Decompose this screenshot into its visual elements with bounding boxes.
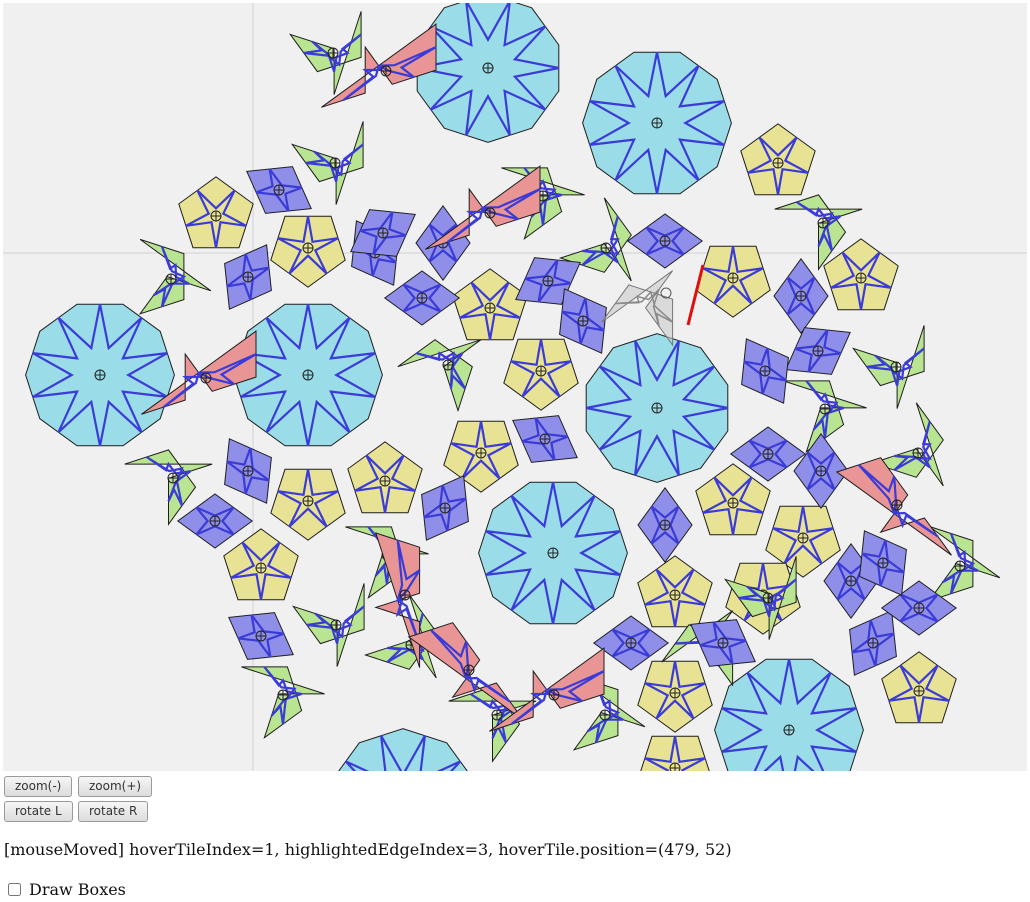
- rhombus-strapwork: [226, 447, 270, 495]
- draw-boxes-checkbox[interactable]: [8, 883, 21, 896]
- rhombus-strapwork: [226, 253, 270, 301]
- rhombus-strapwork: [359, 211, 407, 255]
- hover-tile-overlay: [601, 270, 674, 347]
- pentagon-strapwork: [644, 661, 706, 720]
- pentagon-strapwork: [277, 216, 339, 275]
- pentagon-strapwork: [230, 541, 292, 600]
- rhombus-strapwork: [650, 505, 680, 545]
- pentagon-strapwork: [702, 246, 764, 305]
- hexagon-strapwork: [306, 605, 365, 644]
- hexagon-strapwork: [581, 216, 620, 267]
- hexagon-strapwork: [805, 380, 844, 439]
- decagon-strapwork: [32, 303, 168, 447]
- rhombus-strapwork: [423, 484, 467, 532]
- rhombus-strapwork: [748, 439, 788, 469]
- rhombus-strapwork: [237, 614, 285, 658]
- rhombus-strapwork: [743, 347, 787, 395]
- decagon-strapwork: [585, 340, 729, 476]
- bowtie-strapwork: [394, 539, 421, 645]
- hexagon-strapwork: [263, 666, 302, 725]
- hexagon-strapwork: [145, 456, 192, 507]
- rotate-left-button[interactable]: rotate L: [4, 801, 73, 822]
- bowtie-tile: [425, 165, 541, 250]
- bowtie-strapwork: [510, 670, 605, 726]
- hexagon-strapwork: [893, 421, 932, 472]
- hexagon-strapwork: [523, 167, 562, 226]
- draw-boxes-option[interactable]: Draw Boxes: [8, 880, 126, 899]
- pentagon-strapwork: [830, 251, 892, 310]
- bowtie-strapwork: [429, 629, 511, 703]
- rhombus-strapwork: [561, 297, 605, 345]
- hexagon-strapwork: [586, 682, 624, 744]
- hexagon-strapwork: [738, 578, 797, 617]
- hexagon-tile: [774, 194, 863, 271]
- rhombus-strapwork: [611, 628, 651, 658]
- rhombus-strapwork: [806, 451, 836, 491]
- hexagon-strapwork: [303, 33, 362, 72]
- hover-center-marker: [660, 287, 672, 299]
- hexagon-tile: [124, 449, 213, 526]
- hexagon-strapwork: [866, 347, 925, 386]
- hexagon-strapwork: [795, 201, 842, 252]
- rhombus-strapwork: [524, 259, 572, 303]
- tiles-layer: [25, 3, 1001, 771]
- zoom-in-button[interactable]: zoom(+): [78, 776, 153, 797]
- decagon-tile: [338, 728, 468, 771]
- decagon-strapwork: [589, 51, 725, 195]
- hexagon-tile: [397, 339, 482, 413]
- rhombus-strapwork: [786, 276, 816, 316]
- status-line: [mouseMoved] hoverTileIndex=1, highlight…: [4, 840, 732, 859]
- hover-tile[interactable]: [601, 264, 705, 347]
- bowtie-strapwork: [162, 353, 257, 409]
- rhombus-strapwork: [699, 621, 747, 665]
- rhombus-strapwork: [851, 619, 895, 667]
- pentagon-strapwork: [747, 136, 809, 195]
- hexagon-tile: [572, 674, 646, 751]
- highlighted-edge: [686, 264, 705, 326]
- pentagon-strapwork: [772, 506, 834, 565]
- hover-tile-strapwork: [615, 288, 674, 327]
- hexagon-strapwork: [305, 143, 364, 182]
- decagon-tile: [714, 658, 864, 771]
- pentagon-strapwork: [644, 736, 706, 771]
- bowtie-tile: [489, 647, 605, 732]
- hexagon-strapwork: [416, 351, 467, 390]
- decagon-strapwork: [344, 735, 462, 771]
- pentagon-strapwork: [450, 421, 512, 480]
- rhombus-strapwork: [402, 283, 442, 313]
- tiling-canvas[interactable]: [3, 3, 1027, 771]
- pentagon-strapwork: [644, 568, 706, 627]
- bowtie-strapwork: [857, 464, 939, 538]
- rhombus-strapwork: [195, 506, 235, 536]
- pentagon-strapwork: [185, 189, 247, 248]
- pentagon-strapwork: [702, 476, 764, 535]
- girih-tiling[interactable]: [3, 3, 1027, 771]
- pentagon-strapwork: [459, 281, 521, 340]
- decagon-strapwork: [485, 481, 621, 625]
- rhombus-strapwork: [861, 539, 905, 587]
- rotate-right-button[interactable]: rotate R: [78, 801, 149, 822]
- bowtie-tile: [141, 330, 257, 415]
- draw-boxes-label: Draw Boxes: [29, 880, 126, 899]
- bowtie-strapwork: [446, 188, 541, 244]
- hexagon-tile: [138, 238, 212, 315]
- hexagon-strapwork: [152, 246, 190, 308]
- decagon-strapwork: [721, 658, 857, 771]
- hexagon-strapwork: [941, 533, 979, 595]
- pentagon-strapwork: [510, 339, 572, 398]
- pentagon-strapwork: [888, 664, 950, 723]
- rhombus-strapwork: [428, 223, 458, 263]
- rhombus-strapwork: [521, 417, 569, 461]
- zoom-out-button[interactable]: zoom(-): [4, 776, 73, 797]
- hexagon-tile: [558, 197, 632, 282]
- rhombus-strapwork: [645, 226, 685, 256]
- rhombus-strapwork: [794, 329, 842, 373]
- pentagon-strapwork: [277, 469, 339, 528]
- pentagon-strapwork: [354, 454, 416, 513]
- rhombus-strapwork: [255, 168, 303, 212]
- decagon-strapwork: [416, 3, 560, 136]
- bowtie-strapwork: [342, 46, 437, 102]
